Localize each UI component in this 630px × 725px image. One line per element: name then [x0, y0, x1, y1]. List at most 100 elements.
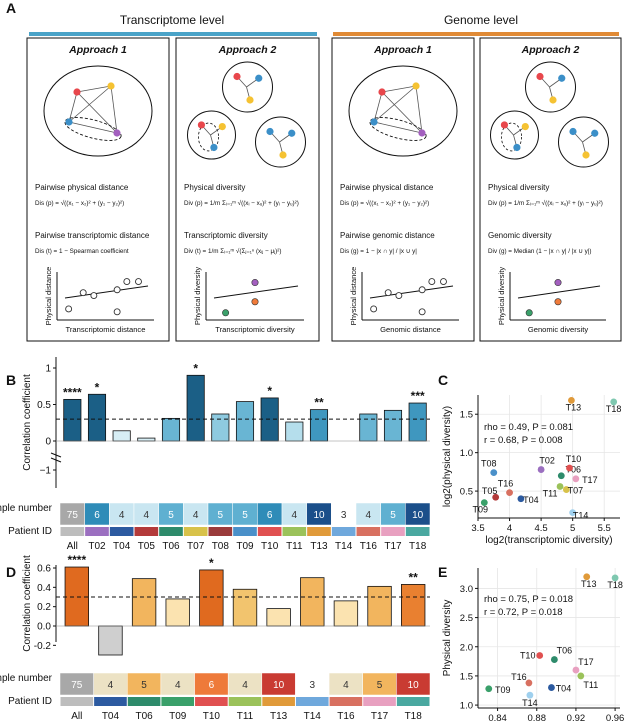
- x-tick-label: 5.5: [598, 523, 611, 534]
- patient-color-cell: [356, 527, 381, 536]
- point-T08: [490, 469, 498, 477]
- point-T05: [492, 493, 500, 501]
- approach-title: Approach 1: [68, 44, 127, 56]
- sample-point: [123, 278, 131, 286]
- cell-dot: [288, 129, 296, 137]
- connector-line: [373, 121, 423, 134]
- point-label: T17: [582, 475, 598, 485]
- metric-formula: Div (t) = 1/m Σᵢ₌₁ᵐ √(Σⱼ₌₁ⁿ (xᵢⱼ − μⱼ)²): [184, 248, 281, 255]
- bar-T04: [98, 625, 123, 656]
- connector-line: [68, 121, 118, 134]
- sample-number: 4: [108, 680, 114, 691]
- bar-T18: [408, 402, 427, 442]
- bar-T16: [359, 413, 378, 442]
- approach-title: Approach 1: [373, 44, 432, 56]
- category-label: T13: [310, 541, 328, 552]
- x-axis-label: log2(transcriptomic diversity): [485, 535, 612, 546]
- bar-T06: [131, 578, 157, 627]
- point-T14: [569, 509, 577, 517]
- bar-T06: [161, 417, 181, 442]
- point-T06: [550, 656, 558, 663]
- point-T11: [577, 672, 585, 680]
- sample-point: [113, 308, 121, 316]
- cell-dot: [418, 129, 426, 137]
- x-tick-label: 3.5: [471, 523, 484, 534]
- bar-T11: [232, 588, 258, 627]
- significance-label: *: [209, 556, 214, 570]
- point-label: T07: [568, 486, 584, 496]
- category-label: T06: [162, 541, 180, 552]
- point-label: T09: [495, 685, 511, 695]
- trend-line: [369, 285, 454, 299]
- region-outline: [558, 116, 609, 168]
- stats-text: rho = 0.49, P = 0.081: [484, 422, 573, 433]
- region-highlight: [198, 122, 219, 152]
- patient-color-cell: [183, 527, 208, 536]
- approach-box-border: [175, 37, 320, 342]
- bar-T10: [199, 569, 224, 627]
- sample-point: [384, 289, 392, 297]
- point-T17: [572, 475, 580, 483]
- bar-T13: [309, 409, 329, 442]
- metric-title: Pairwise physical distance: [35, 183, 129, 192]
- axis-break: [50, 452, 62, 458]
- cell-dot: [210, 143, 218, 152]
- connector-line: [373, 85, 417, 123]
- y-tick-label: 0.2: [37, 602, 51, 613]
- tissue-outline: [348, 65, 458, 157]
- cell-dot: [197, 121, 206, 129]
- y-tick-label: 0.6: [37, 564, 51, 575]
- patient-color-cell: [233, 527, 257, 536]
- sample-number: 10: [412, 510, 424, 521]
- sample-number: 6: [209, 680, 215, 691]
- cell-dot: [218, 123, 226, 131]
- pair-highlight: [369, 117, 427, 141]
- connector-line: [415, 85, 423, 134]
- bar-T11: [285, 421, 304, 442]
- patient-color-cell: [195, 697, 228, 706]
- x-tick-label: 4: [507, 523, 512, 534]
- metric-formula: Dis (p) = √((x₁ − x₂)² + (y₁ − y₂)²): [35, 200, 124, 207]
- sample-number: 4: [193, 510, 199, 521]
- connector-line: [381, 85, 417, 93]
- sample-point: [251, 279, 259, 287]
- y-tick-label: 0.5: [37, 400, 51, 411]
- point-T18: [611, 574, 619, 582]
- patient-color-cell: [60, 527, 85, 536]
- approach-box-1: Approach 1 Pairwise physical distance Dis …: [26, 37, 170, 342]
- bar-T09: [165, 598, 190, 627]
- mini-ylabel: Physical diversity: [193, 267, 202, 325]
- sample-number: 4: [366, 510, 372, 521]
- sample-number: 4: [175, 680, 181, 691]
- y-tick-label: 1.5: [460, 410, 473, 421]
- point-label: T13: [566, 402, 582, 412]
- stats-text: r = 0.72, P = 0.018: [484, 607, 563, 618]
- point-T13: [568, 396, 575, 404]
- patient-color-cell: [295, 697, 329, 706]
- sample-number: 4: [292, 510, 298, 521]
- panel-c: C 3.5 4 4.5 5 5.5 0.5 1.0 1.5 log2(transcriptomic…: [438, 372, 621, 546]
- sample-number: 5: [377, 680, 383, 691]
- axis-break: [50, 457, 62, 463]
- bar-T05: [137, 437, 156, 442]
- region-outline: [525, 61, 576, 113]
- sample-number: 75: [71, 680, 83, 691]
- panel-label-a: A: [6, 0, 16, 16]
- metric-formula: Div (p) = 1/m Σᵢ₌₁ᵐ √((xᵢ − xᵤ)² + (yᵢ −…: [184, 200, 299, 207]
- category-label: T16: [360, 541, 378, 552]
- sample-cell: [405, 502, 431, 526]
- point-T09: [480, 499, 488, 507]
- panel-label: C: [438, 372, 448, 388]
- category-label: T14: [304, 711, 322, 722]
- region-highlight: [501, 122, 522, 152]
- point-label: T04: [556, 684, 572, 694]
- category-label: T16: [337, 711, 355, 722]
- sample-row-label: Sample number: [0, 503, 53, 514]
- patient-color-cell: [208, 527, 233, 536]
- cell-dot: [591, 129, 599, 137]
- sample-point: [79, 289, 87, 297]
- sample-point: [251, 298, 259, 306]
- cell-dot: [65, 118, 73, 126]
- patient-color-cell: [94, 697, 127, 706]
